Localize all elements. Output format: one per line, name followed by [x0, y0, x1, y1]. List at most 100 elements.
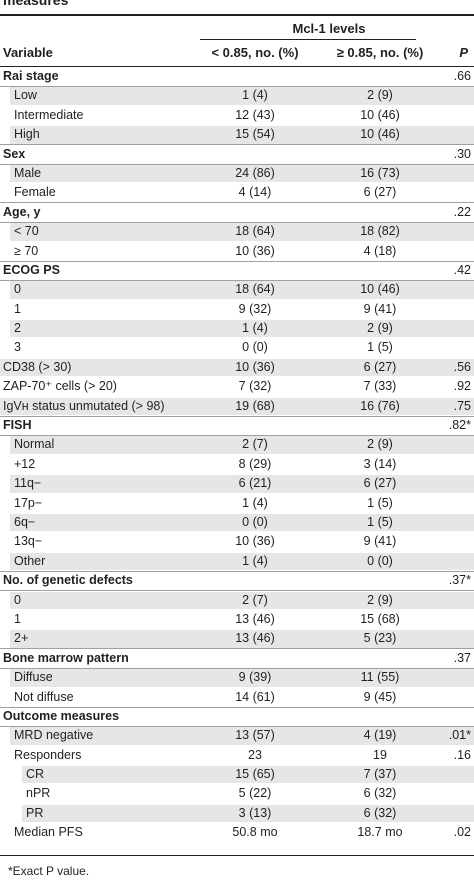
section-row: Age, y .22 — [0, 203, 474, 222]
section-row: Outcome measures — [0, 707, 474, 726]
table-row: IgVʜ status unmutated (> 98) 19 (68) 16 (7… — [0, 397, 474, 416]
cell-col1: 5 (22) — [238, 786, 272, 801]
cell-col2: 6 (32) — [363, 805, 397, 820]
table-row: Diffuse 9 (39) 11 (55) — [0, 668, 474, 687]
cell-col2: 1 (5) — [367, 495, 393, 510]
table-row: 11q− 6 (21) 6 (27) — [0, 474, 474, 493]
cell-col2: 0 (0) — [367, 553, 393, 568]
cell-col2: 3 (14) — [363, 456, 397, 471]
row-label: Diffuse — [14, 670, 53, 685]
cell-col2: 10 (46) — [360, 282, 400, 297]
section-row: Rai stage .66 — [0, 67, 474, 86]
cell-col2: 11 (55) — [360, 670, 400, 685]
cell-p: .56 — [453, 359, 471, 374]
cell-col2: 2 (9) — [367, 592, 393, 607]
row-label: PR — [26, 805, 44, 820]
table-row: +12 8 (29) 3 (14) — [0, 455, 474, 474]
header-p: P — [459, 45, 468, 60]
cell-col1: 50.8 mo — [232, 825, 278, 840]
row-shading — [10, 126, 474, 144]
cell-col1: 10 (36) — [235, 243, 275, 258]
cell-col1: 2 (7) — [242, 437, 268, 452]
cell-col1: 8 (29) — [238, 456, 272, 471]
row-separator — [0, 260, 474, 262]
cell-col2: 6 (27) — [363, 476, 397, 491]
row-label: 1 — [14, 611, 21, 626]
cell-col1: 15 (65) — [235, 767, 275, 782]
row-label: CR — [26, 767, 45, 782]
table-row: 0 2 (7) 2 (9) — [0, 591, 474, 610]
row-shading — [10, 630, 474, 648]
cell-col2: 6 (27) — [363, 359, 397, 374]
cell-p: .16 — [453, 747, 471, 762]
row-separator — [0, 163, 474, 165]
row-label: MRD negative — [14, 728, 94, 743]
section-row: Bone marrow pattern .37 — [0, 649, 474, 668]
cell-col1: 1 (4) — [242, 495, 268, 510]
cell-col1: 10 (36) — [235, 359, 275, 374]
cell-col1: 3 (13) — [238, 805, 272, 820]
table-row: Intermediate 12 (43) 10 (46) — [0, 106, 474, 125]
row-separator — [0, 667, 474, 669]
table-row: Low 1 (4) 2 (9) — [0, 86, 474, 105]
row-label: Responders — [14, 747, 82, 762]
cell-p: .30 — [453, 146, 471, 161]
row-label: CD38 (> 30) — [3, 359, 72, 374]
cell-p: .22 — [453, 204, 471, 219]
cell-col1: 24 (86) — [235, 165, 275, 180]
row-shading — [10, 281, 474, 299]
table-row: 2 1 (4) 2 (9) — [0, 319, 474, 338]
row-label: Low — [14, 88, 37, 103]
row-label: 2+ — [14, 631, 29, 646]
cell-p: .82* — [448, 418, 471, 433]
cell-col1: 1 (4) — [242, 88, 268, 103]
cell-col1: 12 (43) — [235, 107, 275, 122]
cell-col1: 14 (61) — [235, 689, 275, 704]
row-separator — [0, 279, 474, 281]
cell-p: .01* — [448, 728, 471, 743]
cell-col1: 10 (36) — [235, 534, 275, 549]
cell-col2: 10 (46) — [360, 107, 400, 122]
cell-col2: 4 (18) — [363, 243, 397, 258]
section-row: ECOG PS .42 — [0, 261, 474, 280]
table-row: Normal 2 (7) 2 (9) — [0, 435, 474, 454]
cell-p: .66 — [453, 69, 471, 83]
row-label: Bone marrow pattern — [3, 650, 129, 665]
row-separator — [0, 647, 474, 649]
row-separator — [0, 415, 474, 417]
data-table: Rai stage .66 Low 1 (4) 2 (9) Intermediate 12 … — [0, 67, 474, 843]
cell-col1: 13 (57) — [235, 728, 275, 743]
row-label: Female — [14, 185, 56, 200]
row-shading — [10, 87, 474, 105]
cell-col1: 2 (7) — [242, 592, 268, 607]
row-label: +12 — [14, 456, 36, 471]
table-row: nPR 5 (22) 6 (32) — [0, 784, 474, 803]
row-separator — [0, 589, 474, 591]
cell-col2: 16 (73) — [360, 165, 400, 180]
row-label: No. of genetic defects — [3, 573, 133, 588]
group-header: Mcl-1 levels — [292, 21, 366, 36]
row-label: nPR — [26, 786, 51, 801]
table-row: PR 3 (13) 6 (32) — [0, 804, 474, 823]
cell-p: .37* — [448, 573, 471, 588]
cell-col1: 15 (54) — [235, 127, 275, 142]
row-separator — [0, 725, 474, 727]
row-label: ≥ 70 — [14, 243, 39, 258]
cell-col2: 6 (27) — [363, 185, 397, 200]
table-row: Not diffuse 14 (61) 9 (45) — [0, 688, 474, 707]
section-row: FISH .82* — [0, 416, 474, 435]
row-shading — [0, 397, 474, 416]
row-shading — [22, 766, 474, 784]
table-row: Male 24 (86) 16 (73) — [0, 164, 474, 183]
cell-col1: 1 (4) — [242, 553, 268, 568]
row-label: Male — [14, 165, 42, 180]
cell-col1: 1 (4) — [242, 321, 268, 336]
row-label: 6q− — [14, 514, 36, 529]
row-label: ECOG PS — [3, 262, 60, 277]
row-separator — [0, 85, 474, 87]
row-label: 11q− — [14, 476, 42, 491]
table-row: CR 15 (65) 7 (37) — [0, 765, 474, 784]
table-row: 0 18 (64) 10 (46) — [0, 280, 474, 299]
row-shading — [22, 804, 474, 823]
row-separator — [0, 221, 474, 223]
